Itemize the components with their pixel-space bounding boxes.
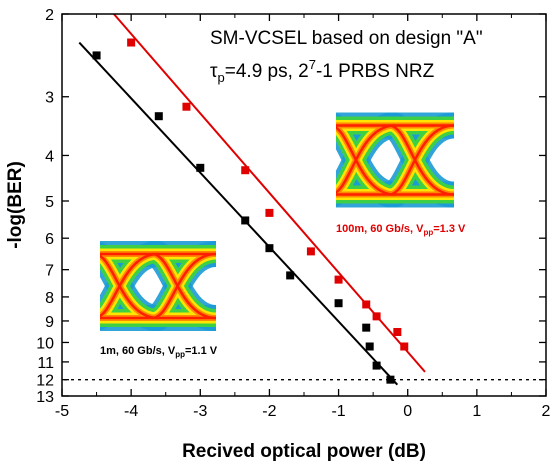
- x-tick-label: 0: [403, 403, 412, 420]
- x-tick-label: -5: [55, 403, 69, 420]
- eye-trace: [387, 124, 454, 196]
- eye-trace: [336, 124, 397, 194]
- data-point-100m: [241, 166, 250, 175]
- annotation-params-a: =4.9 ps, 2: [225, 61, 309, 82]
- data-point-1m: [386, 375, 395, 384]
- data-point-100m: [306, 247, 315, 256]
- data-point-100m: [182, 102, 191, 111]
- fit-lines: [78, 13, 426, 386]
- y-tick-label: 12: [36, 373, 54, 390]
- data-point-1m: [196, 163, 205, 172]
- eye-label-1m: 1m, 60 Gb/s, Vpp=1.1 V: [100, 345, 218, 359]
- eye-label-100m: 100m, 60 Gb/s, Vpp=1.3 V: [336, 223, 466, 237]
- annotation-params: τp=4.9 ps, 27-1 PRBS NRZ: [210, 57, 435, 85]
- data-point-100m: [372, 312, 381, 321]
- y-tick-label: 4: [45, 148, 54, 165]
- y-tick-label: 2: [45, 7, 54, 24]
- data-point-1m: [372, 361, 381, 370]
- y-tick-label: 5: [45, 194, 54, 211]
- data-point-100m: [393, 327, 402, 336]
- y-tick-label: 13: [36, 389, 54, 406]
- eye-trace: [100, 252, 160, 318]
- annotation-tau-sub: p: [218, 70, 225, 85]
- data-point-100m: [362, 300, 371, 309]
- data-point-100m: [334, 275, 343, 284]
- data-point-1m: [286, 271, 295, 280]
- eye-label-1m-a: 1m, 60 Gb/s, V: [100, 345, 176, 357]
- y-tick-label: 8: [45, 290, 54, 307]
- eye-trace: [150, 252, 216, 320]
- y-tick-label: 9: [45, 314, 54, 331]
- eye-diagram-100m-image: [336, 106, 454, 214]
- data-point-100m: [265, 208, 274, 217]
- data-points: [92, 38, 409, 384]
- data-point-100m: [400, 342, 409, 351]
- data-point-1m: [154, 112, 163, 121]
- fit-line-100m: [113, 13, 426, 373]
- eye-diagram-1m-image: [100, 236, 216, 336]
- x-tick-label: -2: [262, 403, 276, 420]
- x-tick-label: 1: [472, 403, 481, 420]
- x-axis-title: Recived optical power (dB): [182, 441, 426, 462]
- eye-label-100m-sub: pp: [423, 228, 433, 237]
- y-tick-label: 10: [36, 335, 54, 352]
- fit-line-1m: [78, 41, 399, 386]
- x-axis-ticks: -5 -4 -3 -2 -1 0 1 2: [55, 14, 551, 420]
- data-point-100m: [127, 38, 136, 47]
- x-tick-label: -3: [193, 403, 207, 420]
- data-point-1m: [362, 323, 371, 332]
- y-tick-label: 6: [45, 231, 54, 248]
- annotation-params-b: -1 PRBS NRZ: [316, 61, 435, 82]
- y-tick-label: 3: [45, 90, 54, 107]
- annotation-tau: τ: [210, 61, 218, 82]
- eye-label-1m-b: =1.1 V: [185, 345, 218, 357]
- data-point-1m: [365, 342, 374, 351]
- eye-traces: [336, 112, 454, 208]
- annotation-design: SM-VCSEL based on design "A": [210, 28, 483, 49]
- y-axis-title: -log(BER): [5, 161, 26, 249]
- x-tick-label: 2: [542, 403, 551, 420]
- eye-label-1m-sub: pp: [175, 350, 185, 359]
- annotation-sup: 7: [309, 57, 316, 72]
- data-point-1m: [334, 299, 343, 308]
- data-point-1m: [241, 216, 250, 225]
- x-tick-label: -1: [331, 403, 345, 420]
- eye-label-100m-b: =1.3 V: [433, 223, 466, 235]
- eye-label-100m-a: 100m, 60 Gb/s, V: [336, 223, 424, 235]
- data-point-1m: [265, 244, 274, 253]
- data-point-1m: [92, 51, 101, 60]
- y-tick-label: 11: [37, 355, 54, 372]
- eye-traces: [100, 241, 216, 331]
- x-tick-label: -4: [124, 403, 138, 420]
- y-tick-label: 7: [45, 263, 54, 280]
